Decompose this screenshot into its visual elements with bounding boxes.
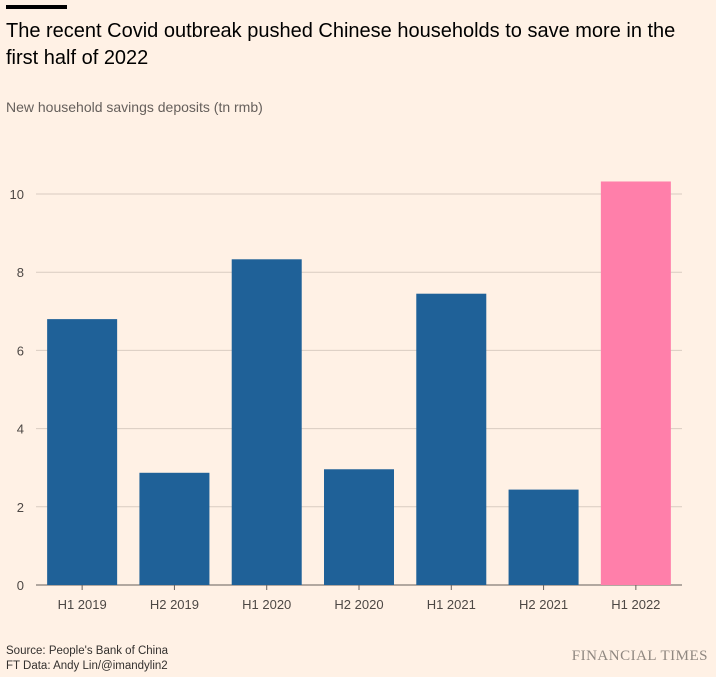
x-tick-label: H1 2021 — [427, 597, 476, 612]
bars — [47, 181, 671, 585]
y-tick-label: 2 — [17, 500, 24, 515]
x-tick-label: H1 2019 — [58, 597, 107, 612]
chart-title: The recent Covid outbreak pushed Chinese… — [6, 20, 676, 69]
ft-logo: FINANCIAL TIMES — [571, 648, 708, 664]
bar-h1-2019 — [47, 319, 118, 585]
bar-h1-2020 — [231, 259, 302, 585]
bar-h1-2021 — [416, 293, 487, 585]
x-tick-label: H2 2021 — [519, 597, 568, 612]
x-tick-label: H2 2019 — [150, 597, 199, 612]
x-tick-label: H2 2020 — [334, 597, 383, 612]
footer: Source: People's Bank of China FT Data: … — [6, 644, 168, 674]
top-rule — [6, 5, 67, 9]
bar-h2-2021 — [508, 489, 579, 585]
x-tick-label: H1 2020 — [242, 597, 291, 612]
y-tick-label: 0 — [17, 578, 24, 593]
bar-h2-2020 — [324, 469, 394, 585]
y-tick-label: 10 — [10, 187, 24, 202]
chart-subtitle: New household savings deposits (tn rmb) — [6, 99, 263, 115]
bar-h2-2019 — [139, 472, 210, 585]
credit-note: FT Data: Andy Lin/@imandylin2 — [6, 660, 168, 672]
y-tick-label: 4 — [17, 422, 24, 437]
source-note: Source: People's Bank of China — [6, 645, 169, 657]
x-tick-label: H1 2022 — [611, 597, 660, 612]
bar-h1-2022 — [600, 181, 671, 585]
x-axis: H1 2019 H2 2019 H1 2020 H2 2020 H1 2021 H2 20… — [58, 585, 660, 612]
y-tick-label: 8 — [17, 265, 24, 280]
y-tick-label: 6 — [17, 343, 24, 358]
